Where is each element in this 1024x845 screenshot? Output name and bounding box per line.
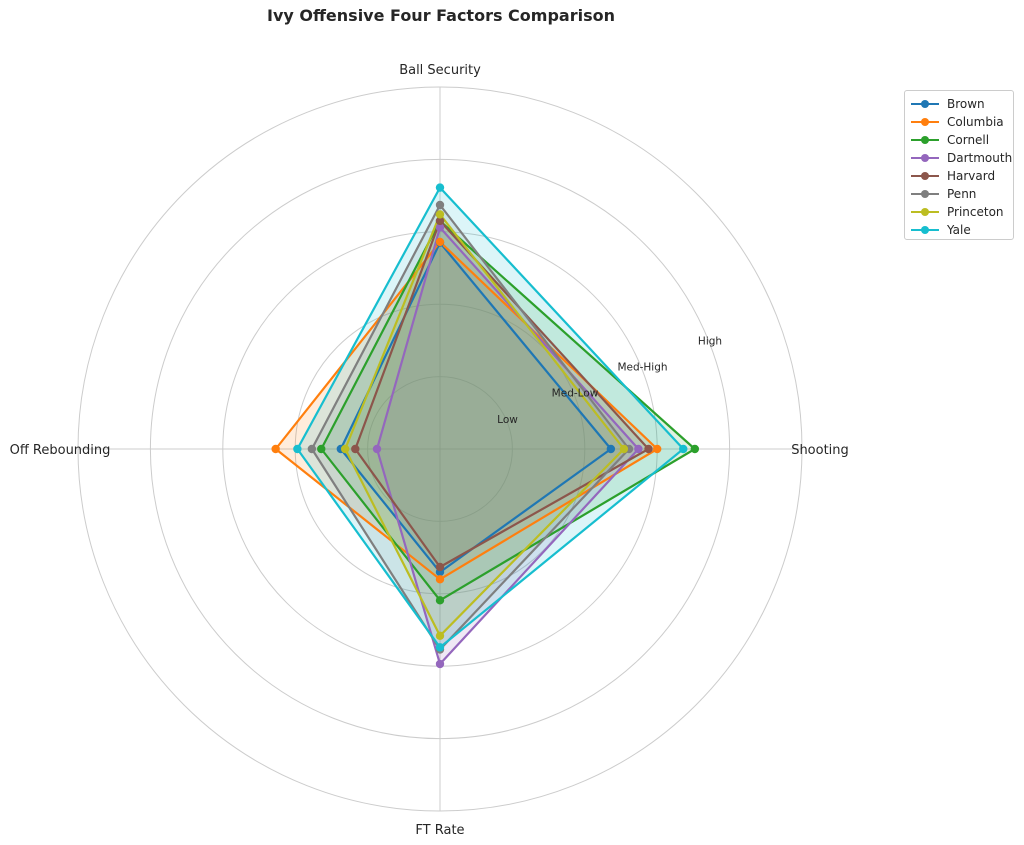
data-point-columbia-2 bbox=[271, 444, 280, 454]
legend-marker bbox=[911, 135, 939, 145]
data-point-columbia-3 bbox=[435, 575, 445, 584]
legend-label: Yale bbox=[947, 223, 971, 237]
axis-label: Ball Security bbox=[399, 63, 481, 78]
legend-item: Brown bbox=[911, 95, 1013, 113]
data-point-columbia-1 bbox=[435, 237, 445, 247]
legend-item: Yale bbox=[911, 221, 1013, 239]
data-point-harvard-2 bbox=[351, 444, 360, 454]
data-point-dartmouth-3 bbox=[435, 659, 445, 669]
axis-label: FT Rate bbox=[415, 823, 464, 838]
legend-item: Dartmouth bbox=[911, 149, 1013, 167]
ring-label: Med-Low bbox=[552, 388, 599, 400]
ring-label: Med-High bbox=[617, 361, 667, 373]
data-point-dartmouth-0 bbox=[634, 444, 643, 454]
legend-label: Cornell bbox=[947, 133, 990, 147]
data-point-cornell-0 bbox=[690, 444, 700, 454]
data-point-harvard-3 bbox=[435, 562, 445, 572]
series-fill-brown bbox=[340, 242, 611, 573]
data-point-princeton-3 bbox=[435, 631, 445, 640]
legend-label: Brown bbox=[947, 97, 985, 111]
data-point-princeton-1 bbox=[435, 210, 445, 219]
data-point-yale-3 bbox=[435, 643, 445, 652]
data-point-dartmouth-1 bbox=[435, 223, 445, 232]
legend-marker bbox=[911, 207, 939, 217]
legend-item: Princeton bbox=[911, 203, 1013, 221]
legend-marker bbox=[911, 117, 939, 127]
series-fill-columbia bbox=[275, 241, 658, 580]
legend-marker bbox=[911, 153, 939, 163]
data-point-princeton-2 bbox=[340, 444, 350, 454]
data-point-dartmouth-2 bbox=[372, 444, 382, 454]
data-point-columbia-0 bbox=[653, 444, 662, 454]
legend: Brown Columbia Cornell Dartmouth Harvard Penn… bbox=[904, 90, 1014, 240]
data-point-brown-0 bbox=[606, 444, 616, 454]
ring-label: Low bbox=[497, 414, 518, 426]
legend-label: Columbia bbox=[947, 115, 1004, 129]
data-point-cornell-3 bbox=[435, 596, 445, 605]
data-point-yale-2 bbox=[293, 444, 302, 454]
data-point-harvard-0 bbox=[644, 444, 653, 454]
legend-marker bbox=[911, 99, 939, 109]
series-fill-yale bbox=[297, 187, 684, 648]
axis-labels: Low Med-Low Med-High High Shooting Ball Secur… bbox=[10, 63, 849, 838]
data-point-harvard-1 bbox=[435, 216, 445, 226]
series-fills bbox=[275, 187, 695, 664]
data-point-yale-1 bbox=[435, 183, 445, 192]
legend-marker bbox=[911, 189, 939, 199]
series-fill-harvard bbox=[355, 220, 649, 567]
ring-label: High bbox=[698, 335, 722, 347]
legend-item: Cornell bbox=[911, 131, 1013, 149]
legend-item: Penn bbox=[911, 185, 1013, 203]
legend-item: Harvard bbox=[911, 167, 1013, 185]
legend-label: Penn bbox=[947, 187, 977, 201]
legend-item: Columbia bbox=[911, 113, 1013, 131]
legend-label: Princeton bbox=[947, 205, 1004, 219]
legend-label: Dartmouth bbox=[947, 151, 1013, 165]
series-points bbox=[271, 183, 700, 669]
data-point-penn-1 bbox=[435, 200, 445, 210]
series-fill-dartmouth bbox=[377, 227, 639, 664]
chart-title: Ivy Offensive Four Factors Comparison bbox=[266, 6, 615, 25]
axis-label: Shooting bbox=[791, 443, 849, 458]
data-point-cornell-2 bbox=[317, 444, 326, 454]
data-point-princeton-0 bbox=[619, 444, 629, 454]
legend-marker bbox=[911, 225, 939, 235]
data-point-penn-2 bbox=[307, 444, 317, 454]
legend-marker bbox=[911, 171, 939, 181]
legend-label: Harvard bbox=[947, 169, 996, 183]
data-point-yale-0 bbox=[679, 444, 688, 454]
axis-label: Off Rebounding bbox=[10, 443, 111, 458]
